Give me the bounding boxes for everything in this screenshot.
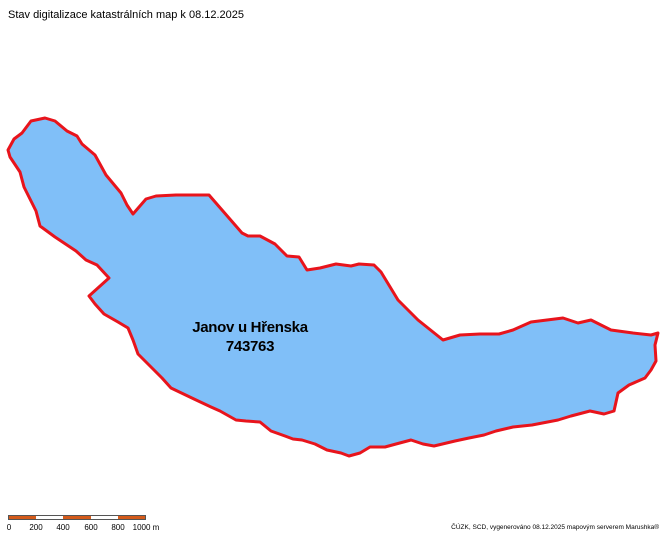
parcel-label: Janov u Hřenska 743763 [160, 318, 340, 356]
scale-labels: 0 200 400 600 800 1000 m [0, 523, 200, 535]
scale-segment [36, 516, 64, 519]
scale-bar [8, 515, 146, 520]
parcel-code: 743763 [225, 338, 275, 355]
scale-label: 600 [84, 523, 98, 532]
cadastral-area-polygon[interactable] [6, 116, 660, 458]
scale-segment [117, 516, 146, 519]
scale-label: 800 [111, 523, 125, 532]
map-title: Stav digitalizace katastrálních map k 08… [8, 9, 245, 21]
scale-segment [90, 516, 118, 519]
parcel-name: Janov u Hřenska [192, 319, 308, 336]
scale-segment [63, 516, 91, 519]
scale-label: 1000 m [132, 523, 160, 532]
scale-label: 400 [56, 523, 70, 532]
scale-label: 0 [6, 523, 12, 532]
attribution-text: ČÚZK, SCD, vygenerováno 08.12.2025 mapov… [451, 524, 659, 531]
scale-segment [9, 516, 37, 519]
scale-label: 200 [29, 523, 43, 532]
